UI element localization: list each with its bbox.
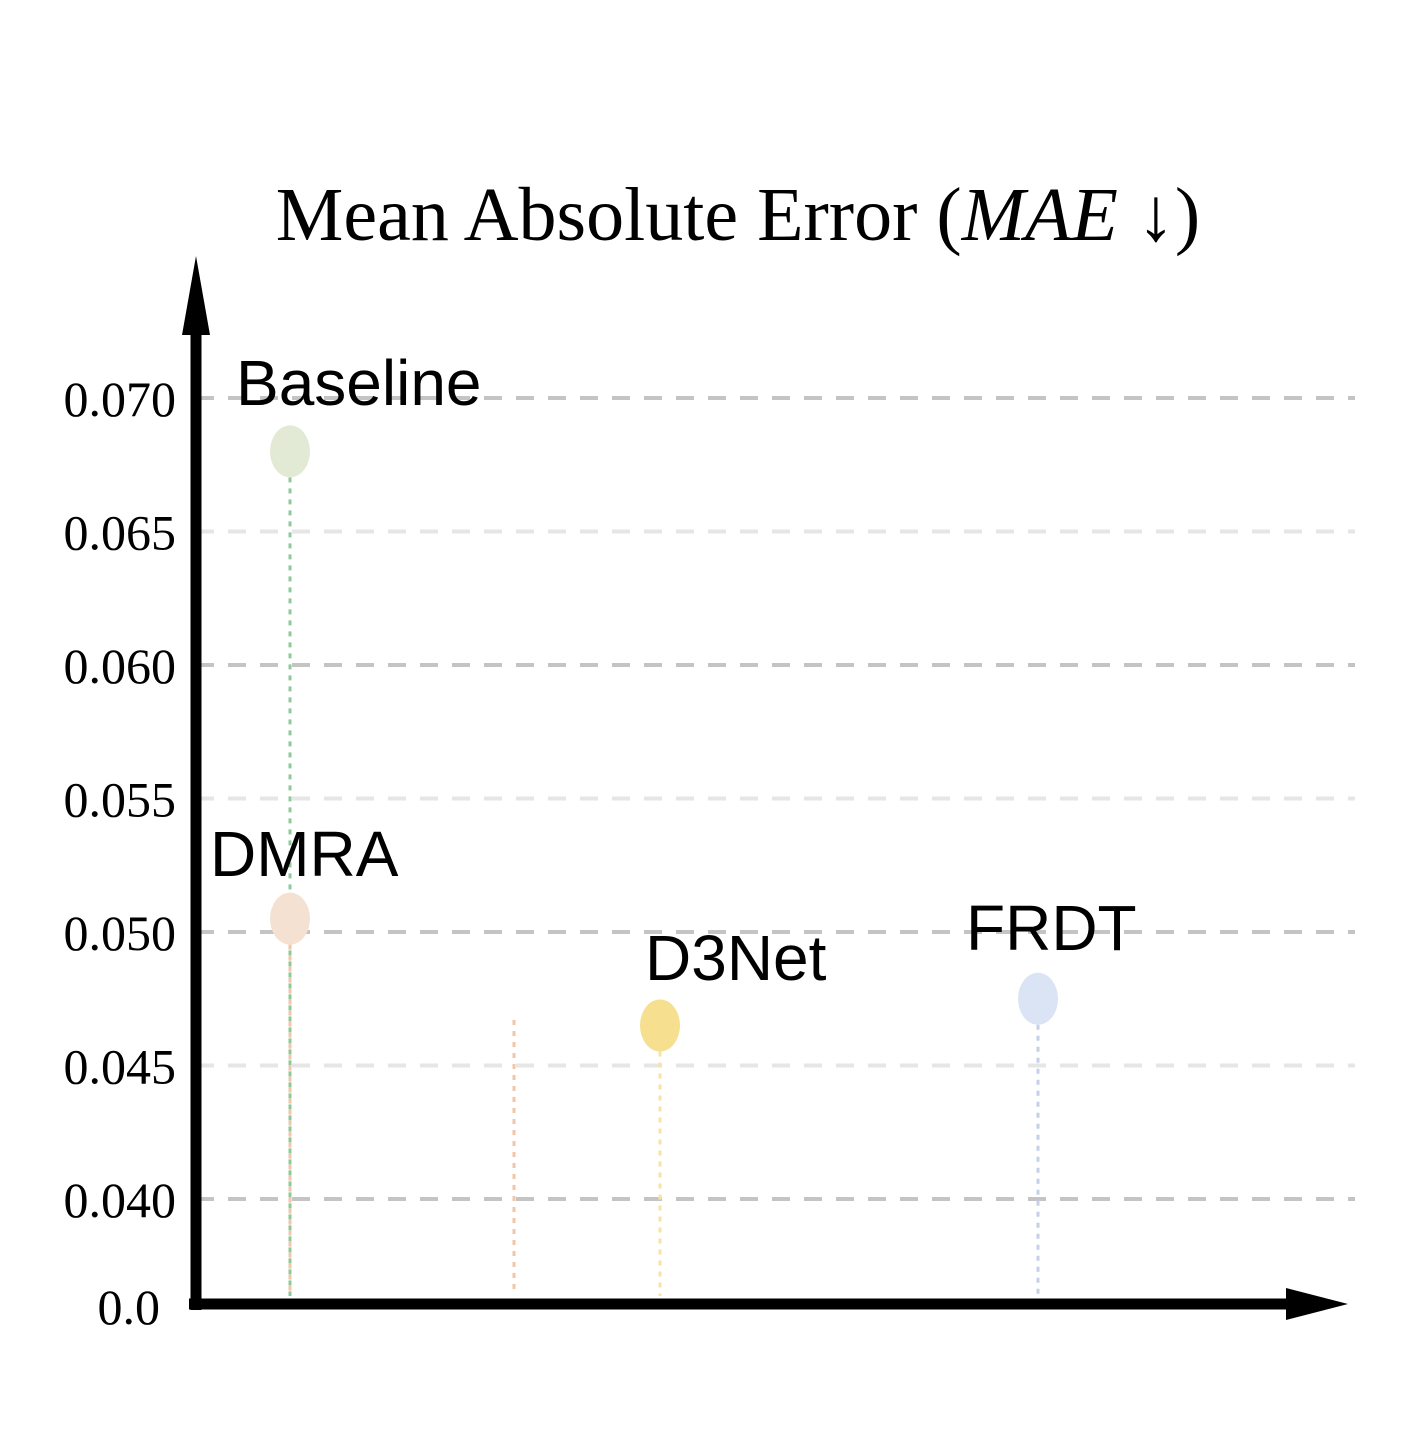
label-dmra: DMRA (210, 818, 399, 890)
y-axis-arrowhead (182, 256, 210, 335)
y-tick-label: 0.065 (64, 505, 177, 561)
y-origin-label: 0.0 (98, 1279, 161, 1335)
y-tick-label: 0.055 (64, 772, 177, 828)
y-tick-label: 0.040 (64, 1172, 177, 1228)
stems (288, 477, 1040, 1296)
y-tick-label: 0.050 (64, 905, 177, 961)
chart-title: Mean Absolute Error (MAE ↓) (276, 173, 1200, 257)
x-axis-arrowhead (1286, 1288, 1348, 1320)
point-frdt (1018, 972, 1058, 1025)
y-tick-label: 0.060 (64, 638, 177, 694)
y-tick-label: 0.045 (64, 1039, 177, 1095)
y-tick-labels: 0.040 0.045 0.050 0.055 0.060 0.065 0.070 0.0 (64, 371, 177, 1335)
y-tick-label: 0.070 (64, 371, 177, 427)
label-d3net: D3Net (645, 922, 827, 994)
axes (182, 256, 1348, 1320)
point-d3net (640, 999, 680, 1052)
point-baseline (270, 425, 310, 478)
point-labels: Baseline DMRA D3Net FRDT (210, 347, 1137, 994)
data-points (270, 425, 1058, 1052)
label-baseline: Baseline (236, 347, 482, 419)
label-frdt: FRDT (966, 892, 1137, 964)
point-dmra (270, 892, 310, 945)
gridlines (196, 396, 1355, 1201)
chart-title-metric: MAE (961, 173, 1118, 257)
